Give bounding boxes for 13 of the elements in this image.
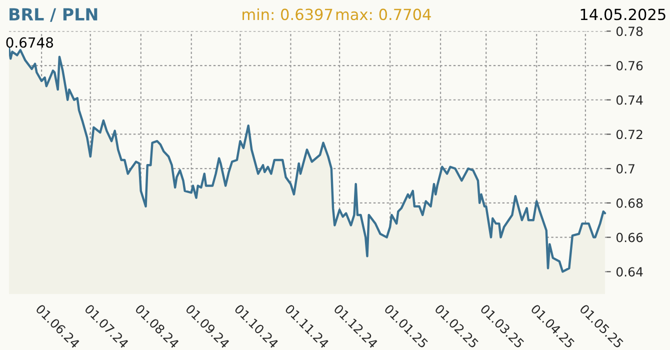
annotation: 0.6748 <box>6 37 54 48</box>
y-tick-label: 0.64 <box>616 267 643 277</box>
text: min: 0.6397 <box>242 8 332 20</box>
y-tick-label: 0.76 <box>616 60 643 70</box>
chart-title: BRL / PLN <box>10 8 98 22</box>
text: 14.05.2025 <box>580 8 666 20</box>
text: max: 0.7704 <box>336 8 431 20</box>
y-tick-label: 0.74 <box>616 95 643 105</box>
y-tick-label: 0.7 <box>616 164 634 174</box>
y-tick-label: 0.66 <box>616 232 643 242</box>
y-tick-label: 0.72 <box>616 130 642 140</box>
y-tick-label: 0.68 <box>616 198 643 208</box>
y-tick-label: 0.78 <box>616 26 643 36</box>
